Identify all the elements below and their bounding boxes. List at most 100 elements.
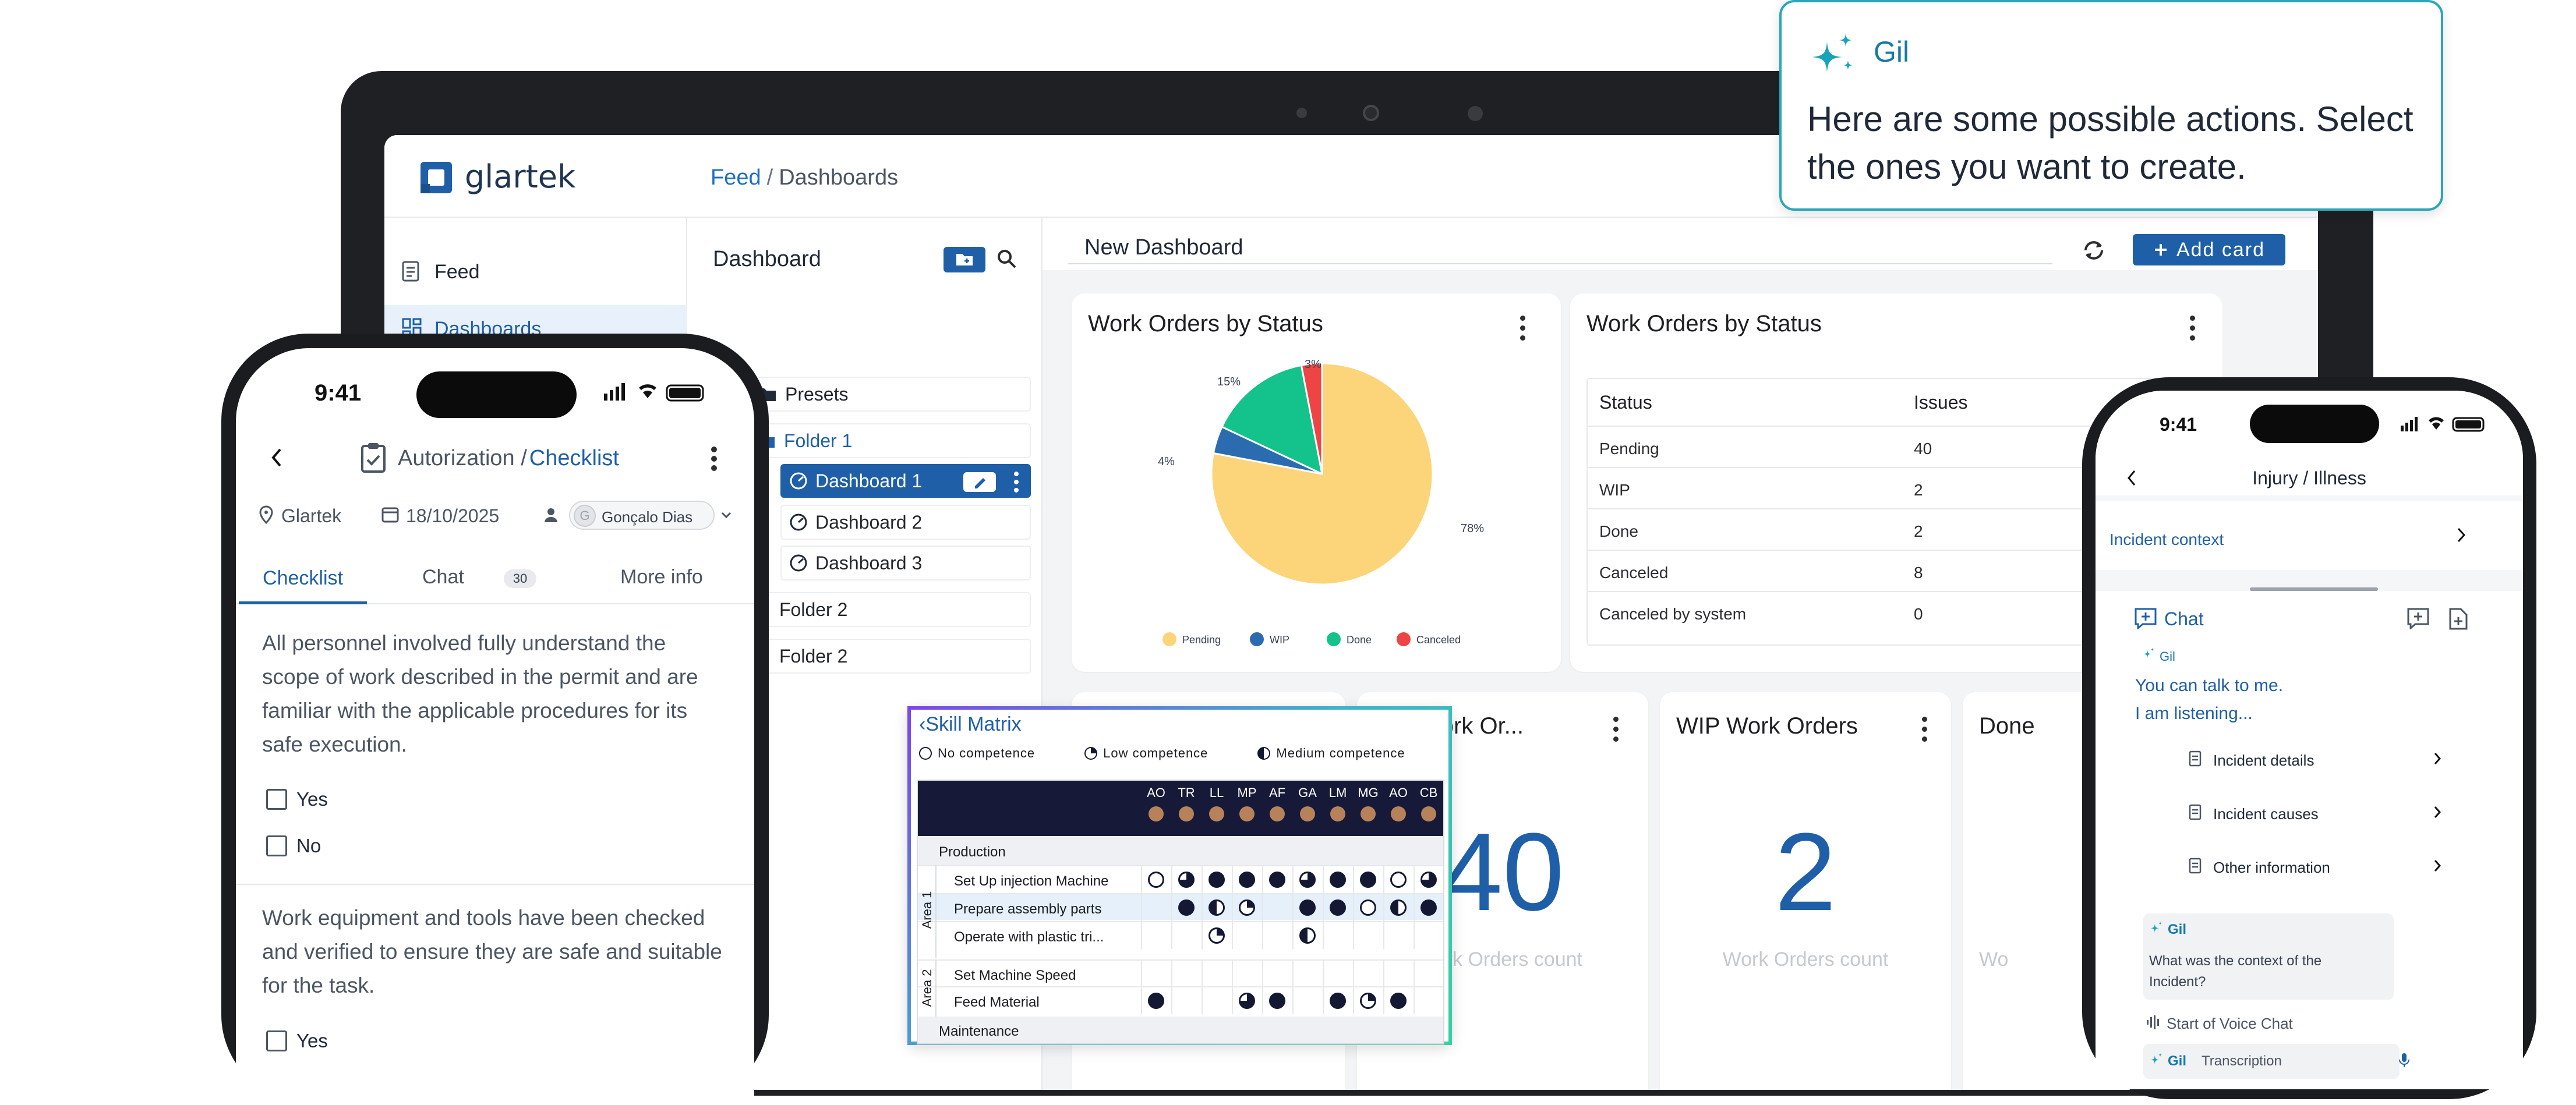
pie-slice-done[interactable] <box>1221 364 1324 476</box>
competence-half-icon[interactable] <box>1299 927 1316 944</box>
tree-row-dashboard-3[interactable]: Dashboard 3 <box>780 546 1031 580</box>
pie-slice-canceled[interactable] <box>1300 362 1323 474</box>
competence-half-icon[interactable] <box>1390 899 1407 916</box>
grid-line <box>1141 987 1142 1014</box>
legend-label[interactable]: WIP <box>1270 634 1289 646</box>
grid-line <box>1262 866 1263 893</box>
add-document-icon[interactable] <box>2448 607 2468 631</box>
back-chevron-icon[interactable] <box>2126 469 2137 487</box>
checkbox-yes[interactable] <box>266 789 287 810</box>
sheet-grabber[interactable] <box>2250 587 2378 591</box>
new-folder-button[interactable] <box>944 247 985 272</box>
tab-more-info[interactable]: More info <box>620 566 703 588</box>
tab-checklist[interactable]: Checklist <box>239 558 367 604</box>
competence-full-icon[interactable] <box>1330 899 1346 916</box>
competence-half-icon[interactable] <box>1209 899 1225 916</box>
competence-empty-icon[interactable] <box>1148 872 1164 888</box>
card-menu-icon[interactable] <box>1613 717 1619 743</box>
grid-line <box>1262 961 1263 987</box>
gil-question-bubble: Gil What was the context of the Incident… <box>2143 913 2394 1000</box>
back-chevron-icon[interactable] <box>270 446 284 469</box>
divider <box>236 884 754 885</box>
incident-context-row[interactable]: Incident context <box>2096 501 2523 570</box>
legend-swatch <box>1250 632 1264 646</box>
grid-line <box>1353 866 1354 893</box>
skill-task-row[interactable]: Operate with plastic tri... <box>918 921 1443 949</box>
competence-q3-icon[interactable] <box>1178 872 1195 888</box>
plus-icon <box>2153 242 2168 257</box>
competence-empty-icon[interactable] <box>1390 872 1407 888</box>
grid-line <box>1414 987 1415 1014</box>
menu-other-information[interactable]: Other information <box>2165 847 2457 884</box>
add-card-button[interactable]: Add card <box>2133 234 2285 265</box>
competence-full-icon[interactable] <box>1330 872 1346 888</box>
competence-full-icon[interactable] <box>1178 899 1195 916</box>
person-initials: MG <box>1358 785 1379 800</box>
tree-row-folder-2b[interactable]: Folder 2 <box>745 639 1031 674</box>
competence-q1-icon[interactable] <box>1360 993 1376 1009</box>
more-vertical-icon[interactable] <box>711 446 718 472</box>
glartek-logo-icon[interactable] <box>418 160 454 196</box>
competence-q3-icon[interactable] <box>1299 872 1316 888</box>
tab-chat[interactable]: Chat <box>422 566 464 588</box>
competence-full-icon[interactable] <box>1209 872 1225 888</box>
task-name: Feed Material <box>954 994 1040 1010</box>
competence-full-icon[interactable] <box>1269 872 1285 888</box>
dashboard-name-input[interactable]: New Dashboard <box>1068 233 2052 264</box>
tree-row-folder-1[interactable]: Folder 1 <box>745 423 1031 458</box>
title-link[interactable]: Checklist <box>529 446 619 470</box>
checkbox-no[interactable] <box>266 835 287 856</box>
legend-label[interactable]: Pending <box>1182 634 1221 646</box>
cell-status: Canceled <box>1599 564 1669 582</box>
card-menu-icon[interactable] <box>1520 316 1526 342</box>
menu-incident-causes[interactable]: Incident causes <box>2165 794 2457 831</box>
card-menu-icon[interactable] <box>1922 717 1928 743</box>
pie-data-label: 3% <box>1305 358 1321 371</box>
refresh-icon[interactable] <box>2080 239 2107 262</box>
status-time: 9:41 <box>2160 414 2197 435</box>
competence-q3-icon[interactable] <box>1239 993 1255 1009</box>
competence-full-icon[interactable] <box>1239 872 1255 888</box>
chevron-down-icon[interactable] <box>720 511 732 519</box>
more-vertical-icon[interactable] <box>1013 471 1019 493</box>
skill-task-row[interactable]: Prepare assembly parts <box>918 893 1443 921</box>
cell-issues: 2 <box>1914 481 1923 499</box>
competence-empty-icon[interactable] <box>1360 899 1376 916</box>
sidebar-item-feed[interactable]: Feed <box>384 248 687 295</box>
tree-row-folder-2[interactable]: Folder 2 <box>745 592 1031 627</box>
competence-full-icon[interactable] <box>1360 872 1376 888</box>
tree-row-dashboard-2[interactable]: Dashboard 2 <box>780 505 1031 540</box>
new-message-icon[interactable] <box>2407 607 2430 629</box>
person-initials: AF <box>1268 785 1286 800</box>
edit-icon[interactable] <box>963 472 996 492</box>
breadcrumb-feed-link[interactable]: Feed <box>711 165 761 190</box>
competence-full-icon[interactable] <box>1390 993 1407 1009</box>
grid-line <box>1414 922 1415 949</box>
competence-q3-icon[interactable] <box>1420 872 1437 888</box>
competence-full-icon[interactable] <box>1420 899 1437 916</box>
competence-full-icon[interactable] <box>1299 899 1316 916</box>
assignee-chip[interactable]: G Gonçalo Dias <box>569 501 715 530</box>
menu-incident-details[interactable]: Incident details <box>2165 740 2457 777</box>
grid-line <box>1232 987 1233 1014</box>
pie-slice-pending[interactable] <box>1210 362 1434 586</box>
competence-full-icon[interactable] <box>1330 993 1346 1009</box>
tree-row-presets[interactable]: Presets <box>745 377 1031 412</box>
person-avatar <box>1270 806 1285 821</box>
competence-q1-icon[interactable] <box>1209 927 1225 944</box>
competence-full-icon[interactable] <box>1269 993 1285 1009</box>
competence-full-icon[interactable] <box>1148 993 1164 1009</box>
grid-line <box>1202 961 1203 987</box>
tree-row-dashboard-1[interactable]: Dashboard 1 <box>780 464 1031 498</box>
legend-label[interactable]: Canceled <box>1416 634 1461 646</box>
skill-task-row[interactable]: Feed Material <box>918 986 1443 1014</box>
legend-label[interactable]: Done <box>1347 634 1372 646</box>
search-icon[interactable] <box>996 248 1018 270</box>
skill-matrix-title[interactable]: ‹Skill Matrix <box>919 713 1022 736</box>
competence-q1-icon[interactable] <box>1239 899 1255 916</box>
card-menu-icon[interactable] <box>2190 316 2196 342</box>
checkbox-yes[interactable] <box>266 1030 287 1051</box>
microphone-icon[interactable] <box>2398 1052 2410 1068</box>
skill-task-row[interactable]: Set Machine Speed <box>918 959 1443 987</box>
skill-task-row[interactable]: Set Up injection Machine <box>918 865 1443 893</box>
